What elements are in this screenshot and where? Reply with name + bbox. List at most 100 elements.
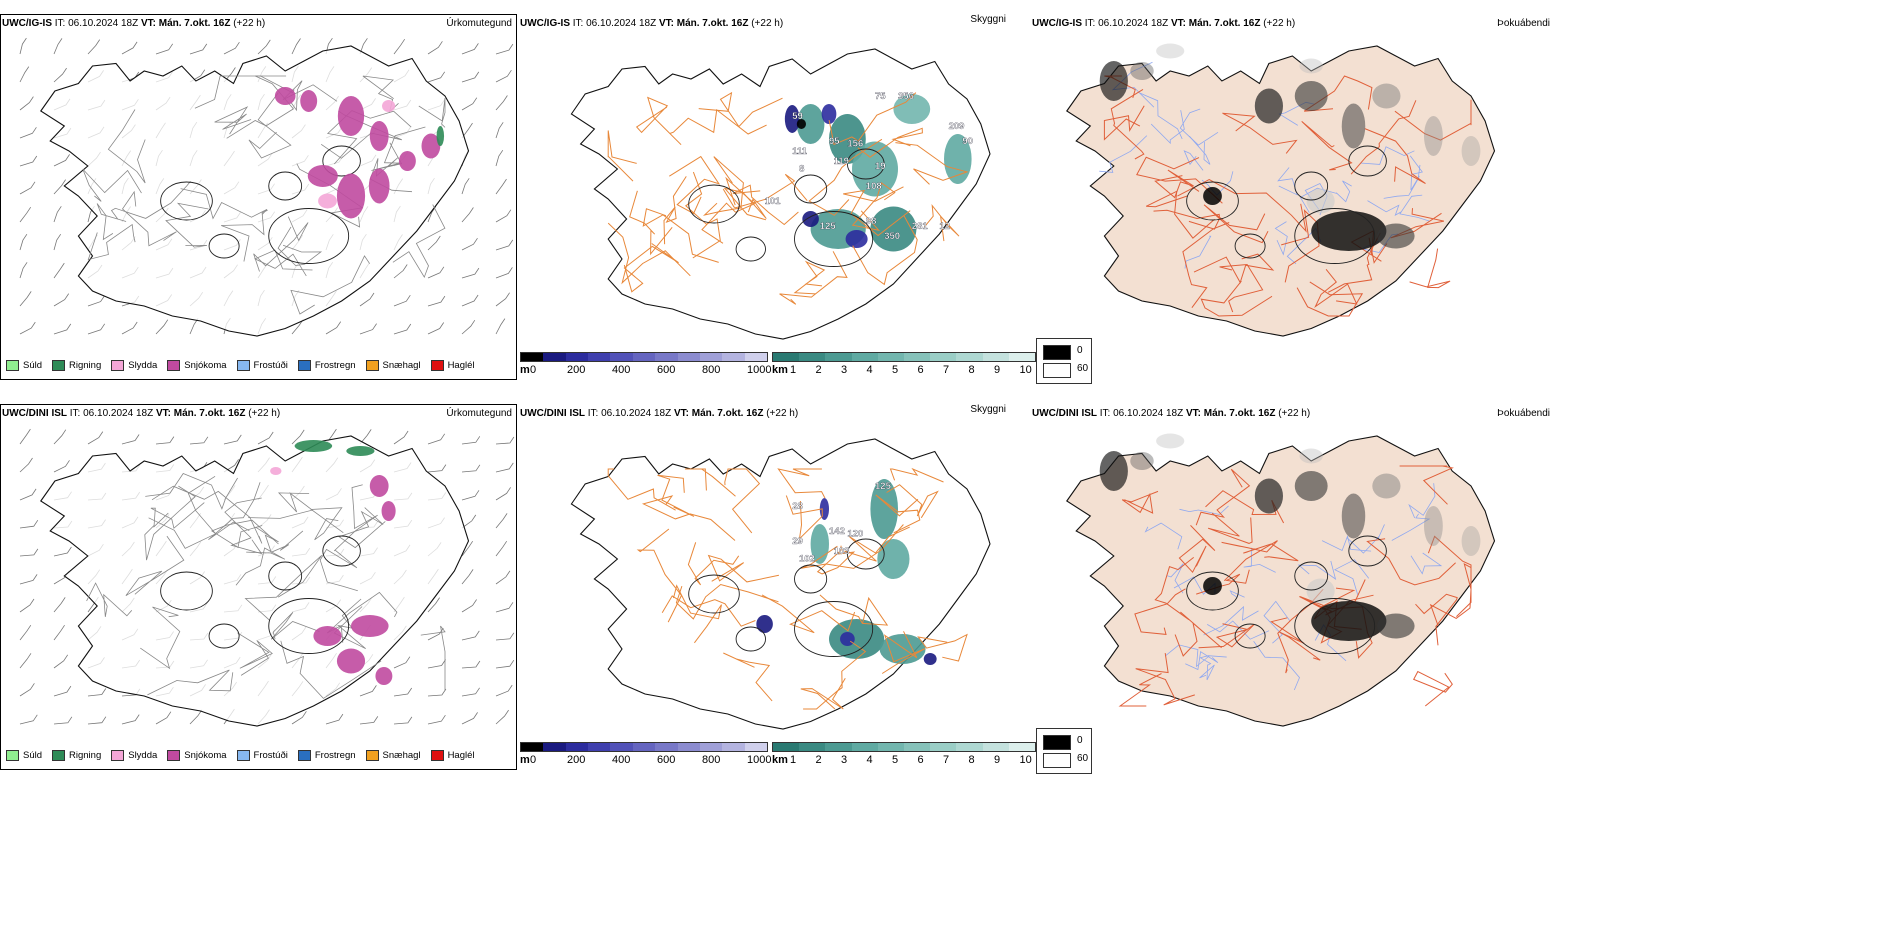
wind-barb	[495, 632, 515, 641]
legend-label: Haglél	[447, 750, 475, 761]
river-line	[1189, 135, 1211, 165]
field-patch	[1099, 451, 1128, 491]
colorbar-tick: 5	[892, 754, 899, 766]
road-line	[607, 468, 676, 511]
visibility-ticks: 1 2 3 4 5 6 7 8 9 10	[790, 754, 1032, 768]
road-line	[1301, 121, 1353, 171]
cloud-base-label: 111	[792, 146, 808, 157]
road-line	[886, 484, 939, 519]
fog-panel: UWC/IG-IS IT: 06.10.2024 18Z VT: Mán. 7.…	[1030, 14, 1560, 392]
wind-barb	[189, 709, 203, 725]
wind-barb	[291, 429, 305, 445]
road-line	[1303, 75, 1373, 112]
colorbar-tick: 4	[866, 754, 873, 766]
road-line	[1103, 105, 1145, 141]
road-line	[107, 109, 146, 184]
wind-barb	[87, 716, 107, 725]
wind-barb	[359, 685, 377, 697]
precip-legend: Súld Rigning Slydda Snjókoma Frostúði Frostre…	[6, 360, 475, 371]
legend-item: Haglél	[430, 750, 475, 761]
glacier-outlines	[1186, 145, 1387, 264]
colorbar-step	[744, 743, 767, 751]
road-line	[1135, 653, 1195, 706]
field-patch	[274, 87, 296, 105]
colorbar-tick: 4	[866, 364, 873, 376]
wind-barb	[495, 659, 515, 669]
wind-barb	[359, 292, 375, 307]
wind-barb	[19, 321, 36, 335]
wind-barb	[461, 490, 480, 501]
glacier-outline	[1294, 208, 1376, 264]
colorbar-step	[956, 743, 983, 751]
colorbar-tick: 10	[1019, 754, 1032, 766]
field-patch	[1377, 223, 1415, 249]
glacier-outline	[1186, 571, 1239, 611]
road-line	[1198, 623, 1255, 649]
wind-barb	[393, 264, 408, 279]
wind-barb	[19, 457, 33, 473]
lead-time: (+22 h)	[751, 18, 784, 29]
legend-label: Súld	[23, 750, 43, 761]
wind-barb	[359, 38, 368, 55]
river-line	[1253, 641, 1300, 691]
colorbar-step	[799, 353, 826, 361]
cloud-base-label: 90	[962, 136, 973, 147]
field-patch	[1299, 58, 1323, 74]
fog-panel-title: Þokuábendi	[1497, 408, 1550, 419]
field-patch	[1254, 478, 1283, 514]
visibility-map: 28 29 102 142 120 103 125	[570, 438, 991, 730]
legend-swatch	[167, 360, 181, 371]
wind-barb	[19, 714, 38, 725]
legend-item: Frostregn	[297, 750, 356, 761]
glacier-outline	[268, 208, 350, 264]
field-patch	[294, 440, 333, 452]
cloud-base-label: 95	[829, 136, 840, 147]
wind-barb	[87, 39, 101, 55]
glacier-outline	[846, 148, 885, 180]
field-patch	[1099, 61, 1128, 101]
valid-label: VT:	[1185, 408, 1201, 419]
road-line	[895, 142, 969, 185]
glacier-outline	[1348, 535, 1387, 567]
road-network	[1103, 75, 1472, 317]
cloud-base-labels: 59 111 8 95 156 119 75 356 209 90 108 19 101 125 98 281…	[764, 91, 973, 242]
road-line	[635, 96, 682, 146]
colorbar-tick: 3	[841, 754, 848, 766]
ceiling-ticks: 0 200 400 600 800 1000	[530, 754, 771, 768]
field-patch	[1254, 88, 1283, 124]
field-patch	[840, 632, 855, 646]
field-patch	[270, 467, 282, 475]
road-line	[290, 255, 371, 315]
legend-label: Snjókoma	[184, 360, 227, 371]
iceland-coastline	[570, 438, 991, 730]
wind-barb	[155, 43, 174, 55]
colorbar-tick: 6	[917, 364, 924, 376]
wind-barb	[19, 653, 32, 669]
colorbar-tick: 10	[1019, 364, 1032, 376]
road-line	[338, 507, 386, 549]
lead-time: (+22 h)	[1263, 18, 1296, 29]
road-line	[144, 485, 196, 561]
valid-time: Mán. 7.okt. 16Z	[1188, 18, 1261, 29]
valid-label: VT:	[673, 408, 689, 419]
wind-barb	[19, 624, 32, 641]
wind-barb	[19, 37, 27, 55]
road-line	[1200, 280, 1273, 317]
model-name: UWC/DINI ISL	[1032, 408, 1097, 419]
glacier-outlines	[160, 145, 361, 264]
field-patch	[1294, 471, 1328, 501]
wind-barb	[53, 597, 66, 613]
road-line	[125, 535, 185, 596]
road-line	[1327, 232, 1381, 293]
init-time: 06.10.2024 18Z	[1098, 18, 1169, 29]
colorbar-step	[956, 353, 983, 361]
wind-barb	[19, 233, 28, 251]
legend-label: Rigning	[69, 750, 102, 761]
wind-barb	[87, 688, 107, 697]
road-line	[1178, 525, 1216, 574]
precip-type-panel: UWC/IG-IS IT: 06.10.2024 18Z VT: Mán. 7.…	[0, 14, 518, 392]
wind-barb	[495, 292, 510, 307]
river-line	[1277, 167, 1298, 196]
cloud-base-label: 59	[792, 111, 803, 122]
wind-barb	[53, 685, 72, 697]
